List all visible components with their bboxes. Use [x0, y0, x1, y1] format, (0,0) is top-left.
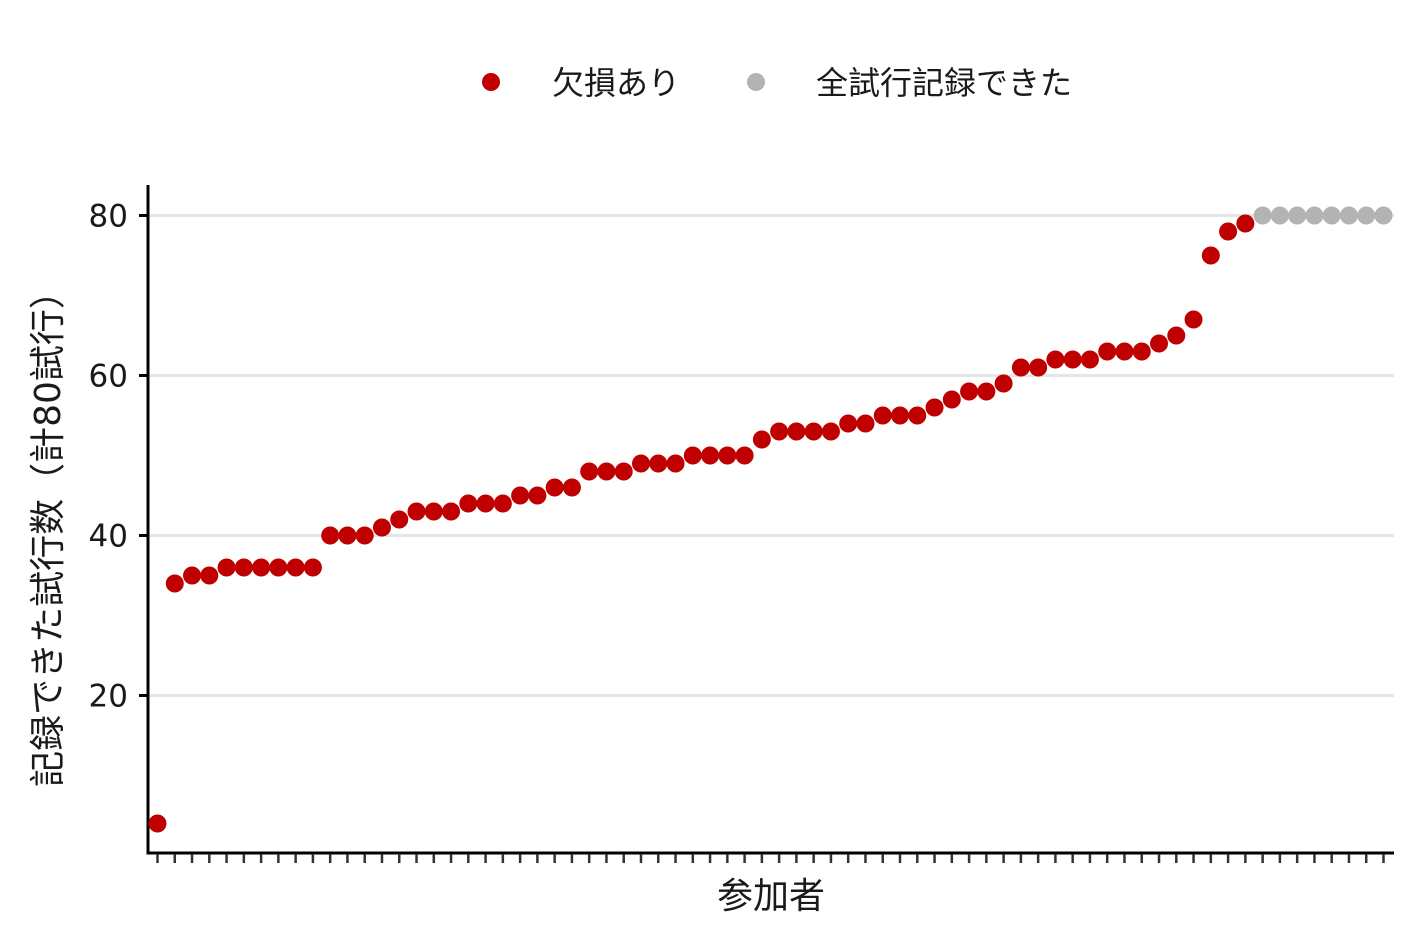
data-point — [839, 414, 858, 433]
data-point — [891, 406, 910, 425]
data-point — [977, 382, 996, 401]
data-point — [908, 406, 927, 425]
data-point — [701, 446, 720, 465]
data-point — [1011, 358, 1030, 377]
data-point — [165, 574, 184, 593]
data-point — [580, 462, 599, 481]
data-point — [735, 446, 754, 465]
data-point — [355, 526, 374, 545]
data-point — [545, 478, 564, 497]
data-point — [1184, 310, 1203, 329]
data-point — [925, 398, 944, 417]
legend-marker-complete — [747, 73, 765, 91]
data-point — [649, 454, 668, 473]
data-point — [770, 422, 789, 441]
data-point — [631, 454, 650, 473]
data-point — [442, 502, 461, 521]
x-axis-title: 参加者 — [717, 876, 825, 917]
data-point — [1270, 206, 1289, 225]
data-point — [942, 390, 961, 409]
data-point — [511, 486, 530, 505]
data-point — [1322, 206, 1341, 225]
data-point — [821, 422, 840, 441]
gridlines — [148, 214, 1394, 697]
data-point — [614, 462, 633, 481]
data-points — [148, 206, 1393, 833]
data-point — [476, 494, 495, 513]
data-point — [1339, 206, 1358, 225]
data-point — [1236, 214, 1255, 233]
data-point — [148, 814, 167, 833]
data-point — [666, 454, 685, 473]
data-point — [1150, 334, 1169, 353]
data-point — [1080, 350, 1099, 369]
data-point — [994, 374, 1013, 393]
legend-marker-missing — [482, 73, 500, 91]
data-point — [459, 494, 478, 513]
data-point — [1357, 206, 1376, 225]
data-point — [1201, 246, 1220, 265]
data-point — [1219, 222, 1238, 241]
data-point — [493, 494, 512, 513]
y-axis-ticks: 20 40 60 80 — [89, 199, 148, 715]
data-point — [390, 510, 409, 529]
legend: 欠損あり 全試行記録できた — [482, 64, 1072, 102]
data-point — [1063, 350, 1082, 369]
data-point — [1115, 342, 1134, 361]
data-point — [217, 558, 236, 577]
data-point — [1132, 342, 1151, 361]
data-point — [1167, 326, 1186, 345]
data-point — [234, 558, 253, 577]
data-point — [338, 526, 357, 545]
data-point — [252, 558, 271, 577]
data-point — [407, 502, 426, 521]
data-point — [597, 462, 616, 481]
data-point — [303, 558, 322, 577]
data-point — [183, 566, 202, 585]
data-point — [1029, 358, 1048, 377]
data-point — [1098, 342, 1117, 361]
data-point — [424, 502, 443, 521]
data-point — [960, 382, 979, 401]
data-point — [286, 558, 305, 577]
data-point — [372, 518, 391, 537]
legend-label-missing: 欠損あり — [552, 64, 680, 102]
data-point — [1253, 206, 1272, 225]
data-point — [683, 446, 702, 465]
data-point — [873, 406, 892, 425]
data-point — [1305, 206, 1324, 225]
data-point — [1288, 206, 1307, 225]
y-tick-label-40: 40 — [89, 519, 128, 555]
data-point — [528, 486, 547, 505]
legend-label-complete: 全試行記録できた — [816, 64, 1072, 102]
y-tick-label-20: 20 — [89, 679, 128, 715]
data-point — [856, 414, 875, 433]
data-point — [200, 566, 219, 585]
data-point — [1374, 206, 1393, 225]
y-tick-label-80: 80 — [89, 199, 128, 235]
data-point — [321, 526, 340, 545]
x-axis-ticks — [156, 854, 1385, 863]
data-point — [787, 422, 806, 441]
y-axis-title: 記録できた試行数（計80試行） — [28, 273, 69, 787]
data-point — [562, 478, 581, 497]
data-point — [804, 422, 823, 441]
data-point — [269, 558, 288, 577]
data-point — [1046, 350, 1065, 369]
data-point — [718, 446, 737, 465]
data-point — [752, 430, 771, 449]
y-tick-label-60: 60 — [89, 359, 128, 395]
